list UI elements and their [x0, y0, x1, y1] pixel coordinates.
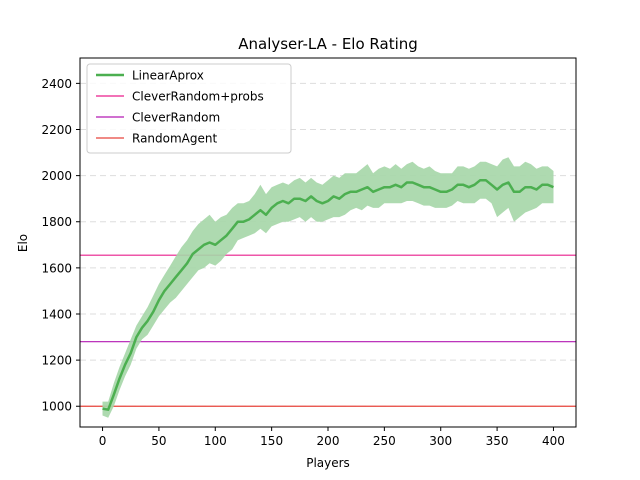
- reference-lines: [80, 254, 576, 407]
- y-axis-ticks: 1000 1200 1400 1600 1800 2000 2200 2400: [41, 77, 80, 414]
- legend-label: LinearAprox: [132, 69, 204, 83]
- x-tick-label: 350: [486, 434, 509, 448]
- y-tick-label: 2000: [41, 169, 72, 183]
- x-tick-label: 50: [151, 434, 166, 448]
- y-axis-label: Elo: [16, 234, 30, 252]
- y-tick-label: 1400: [41, 307, 72, 321]
- legend-box: [86, 63, 292, 154]
- y-tick-label: 1600: [41, 261, 72, 275]
- x-axis-ticks: 0 50 100 150 200 250 300 350 400: [99, 427, 565, 448]
- series-line: [102, 178, 554, 411]
- legend-label: RandomAgent: [132, 132, 217, 146]
- x-tick-label: 300: [429, 434, 452, 448]
- x-tick-label: 100: [204, 434, 227, 448]
- x-tick-label: 0: [99, 434, 107, 448]
- y-tick-label: 2200: [41, 123, 72, 137]
- x-axis-label: Players: [306, 456, 350, 470]
- series-lines: [102, 178, 554, 411]
- legend-label: CleverRandom: [132, 111, 220, 125]
- legend: LinearAprox CleverRandom+probs CleverRando…: [86, 63, 292, 154]
- legend-label: CleverRandom+probs: [132, 90, 264, 104]
- y-tick-label: 2400: [41, 77, 72, 91]
- y-tick-label: 1800: [41, 215, 72, 229]
- x-tick-label: 150: [260, 434, 283, 448]
- x-tick-label: 200: [317, 434, 340, 448]
- confidence-bands: [102, 157, 554, 418]
- y-tick-label: 1200: [41, 354, 72, 368]
- x-tick-label: 250: [373, 434, 396, 448]
- chart-title: Analyser-LA - Elo Rating: [238, 35, 418, 53]
- y-tick-label: 1000: [41, 400, 72, 414]
- x-tick-label: 400: [542, 434, 565, 448]
- confidence-band: [102, 157, 554, 418]
